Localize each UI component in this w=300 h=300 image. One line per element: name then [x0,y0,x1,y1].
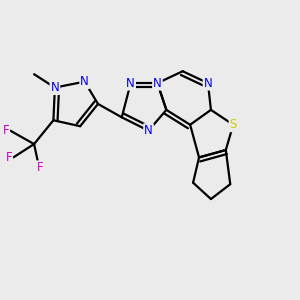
Text: N: N [50,81,59,94]
Text: F: F [37,161,43,174]
Text: N: N [153,76,162,90]
Text: F: F [5,151,12,164]
Text: N: N [80,75,89,88]
Text: S: S [230,118,237,131]
Text: N: N [144,124,153,137]
Text: N: N [204,76,212,90]
Text: F: F [2,124,9,137]
Text: N: N [126,76,135,90]
